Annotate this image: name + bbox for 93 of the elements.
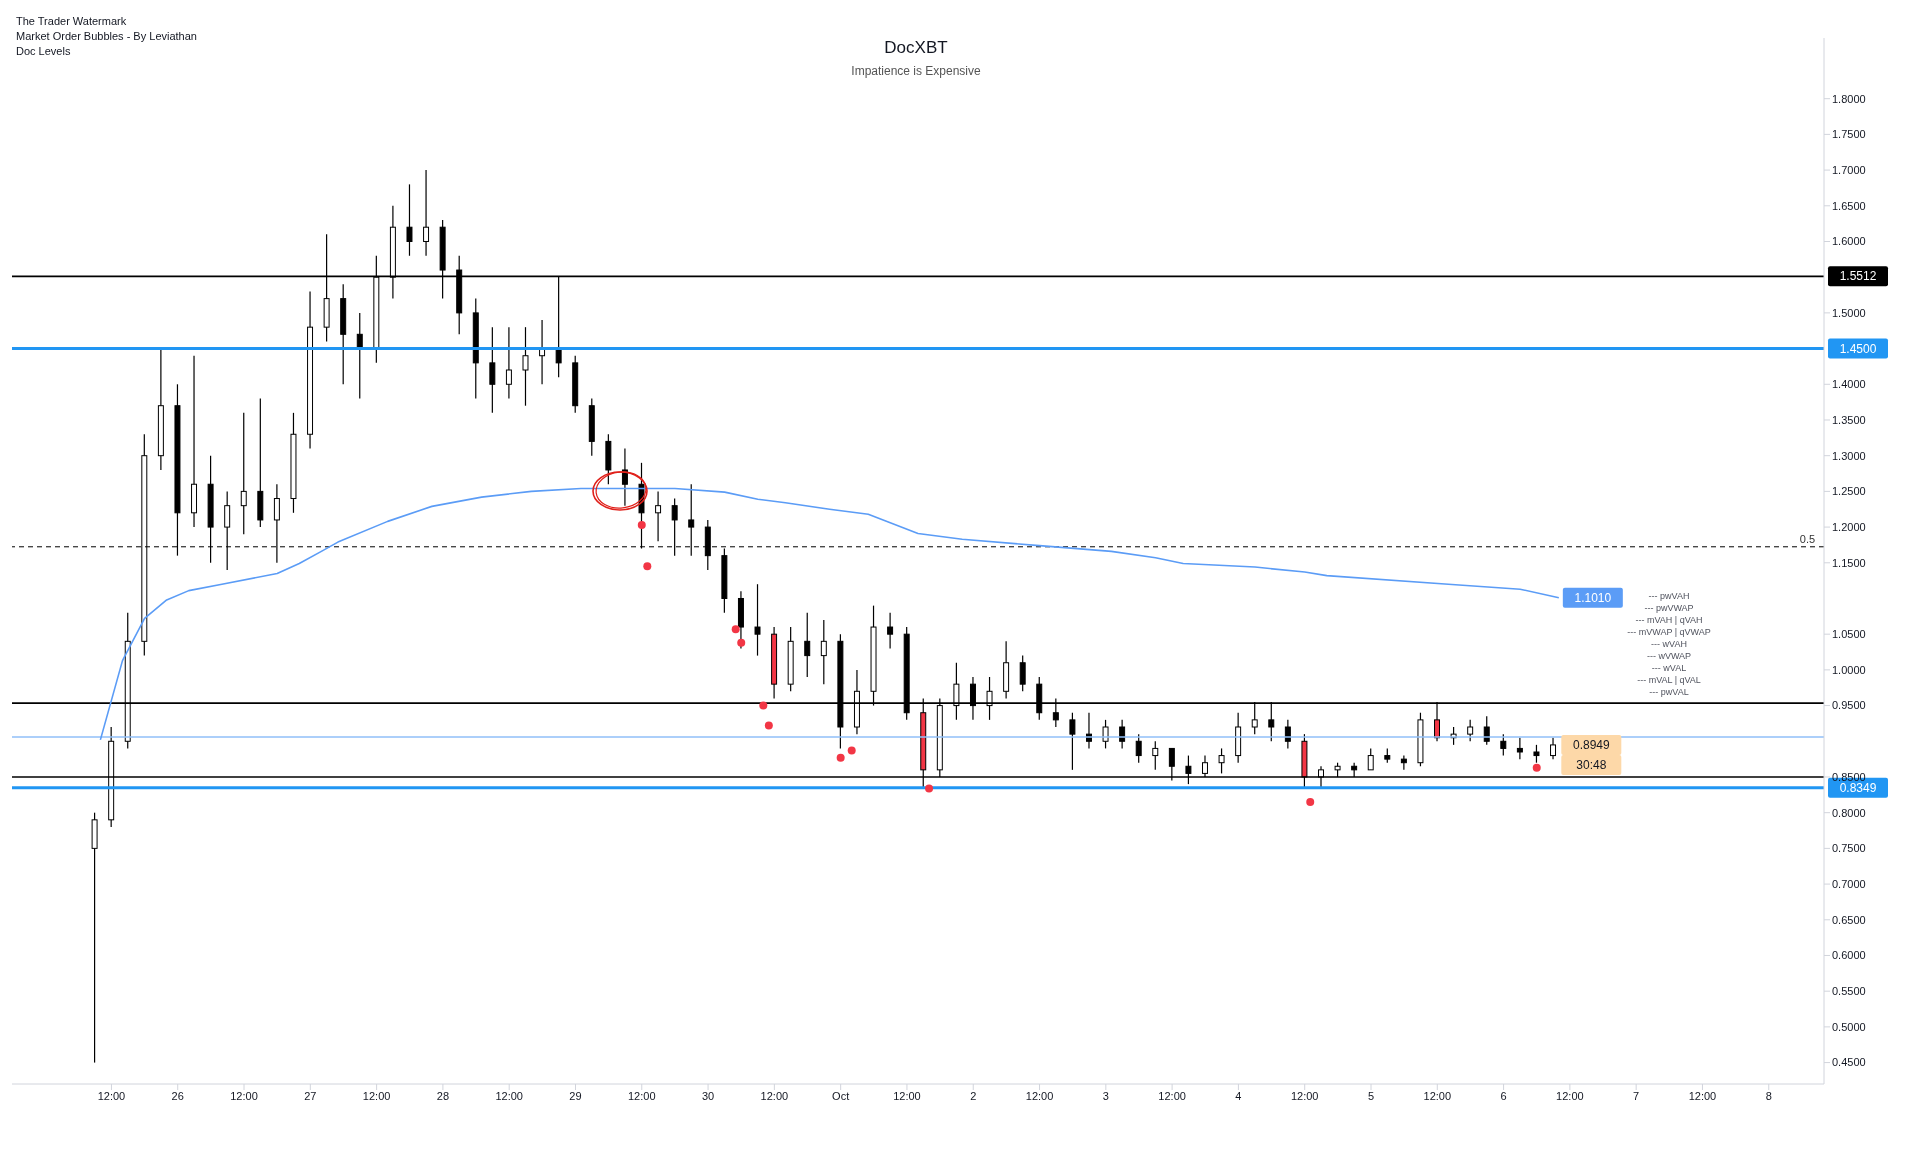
y-tick-label: 0.9500 xyxy=(1832,699,1866,712)
y-tick-label: 1.3500 xyxy=(1832,413,1866,426)
candlestick xyxy=(1516,737,1523,760)
x-tick-label: 12:00 xyxy=(230,1089,258,1102)
annotation: --- mVAH | qVAH xyxy=(1634,614,1704,626)
ref-line-label: 1.4500 xyxy=(1839,341,1877,356)
y-tick-label: 0.4500 xyxy=(1832,1056,1866,1069)
y-tick-label: 1.7500 xyxy=(1832,128,1866,141)
text: Impatience is Expensive xyxy=(850,64,982,78)
y-tick-label: 1.8000 xyxy=(1832,92,1866,105)
candlestick xyxy=(1500,733,1507,757)
candlestick xyxy=(1400,754,1407,771)
x-tick-label: 4 xyxy=(1235,1089,1242,1102)
candlestick xyxy=(1069,712,1076,771)
x-tick-label: 12:00 xyxy=(495,1089,523,1102)
y-tick-label: 0.6000 xyxy=(1832,949,1866,962)
y-tick-label: 1.0000 xyxy=(1832,663,1866,676)
y-tick-label: 1.2500 xyxy=(1832,485,1866,498)
y-tick-label: 1.2000 xyxy=(1832,520,1866,533)
x-tick-label: 12:00 xyxy=(628,1089,656,1102)
candlestick xyxy=(655,490,662,542)
annotation: Doc Levels xyxy=(16,44,72,59)
y-tick-label: 0.6500 xyxy=(1832,913,1866,926)
x-tick-label: 27 xyxy=(304,1089,317,1102)
x-tick-label: 28 xyxy=(436,1089,450,1102)
annotation: --- pwVAL xyxy=(1648,686,1690,698)
annotation: --- mVWAP | qVWAP xyxy=(1626,626,1712,638)
chart-title: DocXBT xyxy=(884,38,948,57)
x-tick-label: 12:00 xyxy=(893,1089,921,1102)
y-tick-label: 0.7500 xyxy=(1832,842,1866,855)
candlestick xyxy=(754,583,761,657)
x-tick-label: 7 xyxy=(1633,1089,1640,1102)
ref-line-label: 0.8349 xyxy=(1839,780,1877,795)
candlestick xyxy=(505,326,512,400)
y-tick-label: 0.5500 xyxy=(1832,985,1866,998)
y-tick-label: 1.4000 xyxy=(1832,378,1866,391)
y-tick-label: 1.5000 xyxy=(1832,306,1866,319)
annotation: --- pwVWAP xyxy=(1644,603,1694,613)
annotation: --- pwVAH xyxy=(1648,591,1690,601)
candlestick xyxy=(1152,740,1159,771)
y-tick-label: 1.6500 xyxy=(1832,199,1866,212)
text: The Trader Watermark xyxy=(16,14,128,29)
x-tick-label: 26 xyxy=(171,1089,184,1102)
x-tick-label: 12:00 xyxy=(1688,1089,1717,1102)
candlestick xyxy=(820,619,827,685)
x-tick-label: 29 xyxy=(569,1089,582,1102)
x-tick-label: Oct xyxy=(832,1089,850,1102)
x-tick-label: 12:00 xyxy=(1158,1089,1186,1102)
annotation: --- wVAH xyxy=(1650,638,1688,650)
x-tick-label: 12:00 xyxy=(1556,1089,1584,1102)
y-tick-label: 1.1500 xyxy=(1832,556,1866,569)
candlestick xyxy=(1135,733,1142,764)
candlestick xyxy=(1019,655,1026,692)
y-tick-label: 1.0500 xyxy=(1832,628,1866,641)
annotation: 30:48 xyxy=(1576,757,1607,772)
annotation: 0.5 xyxy=(1799,532,1816,545)
candlestick xyxy=(423,169,430,257)
x-tick-label: 12:00 xyxy=(97,1089,126,1102)
x-tick-label: 12:00 xyxy=(760,1089,789,1102)
candlestick xyxy=(406,183,413,257)
x-tick-label: 2 xyxy=(970,1089,977,1102)
annotation: Market Order Bubbles - By Leviathan xyxy=(16,29,197,44)
x-tick-label: 12:00 xyxy=(1423,1089,1452,1102)
candlestick xyxy=(804,612,811,678)
y-tick-label: 1.3000 xyxy=(1832,449,1866,462)
y-tick-label: 0.7000 xyxy=(1832,877,1866,890)
ref-line-label: 1.5512 xyxy=(1839,269,1877,284)
candlestick xyxy=(1467,719,1474,742)
candlestick xyxy=(887,612,894,650)
x-tick-label: 8 xyxy=(1765,1089,1772,1102)
x-tick-label: 5 xyxy=(1367,1089,1375,1102)
annotation: --- wVAL xyxy=(1650,662,1688,674)
y-tick-label: 1.6000 xyxy=(1832,235,1866,248)
y-tick-label: 0.5000 xyxy=(1832,1020,1866,1033)
candlestick xyxy=(1550,737,1557,760)
x-tick-label: 6 xyxy=(1500,1089,1507,1102)
y-tick-label: 0.8000 xyxy=(1832,806,1866,819)
annotation: 0.8949 xyxy=(1572,737,1610,752)
x-tick-label: 3 xyxy=(1102,1089,1109,1102)
candlestick xyxy=(621,447,628,507)
data-label: 1.1010 xyxy=(1574,590,1612,605)
x-tick-label: 12:00 xyxy=(362,1089,391,1102)
candlestick xyxy=(240,412,247,535)
candlestick xyxy=(1367,747,1374,771)
x-tick-label: 30 xyxy=(701,1089,715,1102)
x-tick-label: 12:00 xyxy=(1025,1089,1054,1102)
annotation: --- wVWAP xyxy=(1645,650,1693,662)
y-tick-label: 1.7000 xyxy=(1832,163,1866,176)
annotation: --- mVAL | qVAL xyxy=(1636,674,1702,686)
x-tick-label: 12:00 xyxy=(1290,1089,1319,1102)
candlestick xyxy=(522,326,529,407)
candlestick xyxy=(1218,747,1225,775)
candlestick xyxy=(489,326,496,414)
